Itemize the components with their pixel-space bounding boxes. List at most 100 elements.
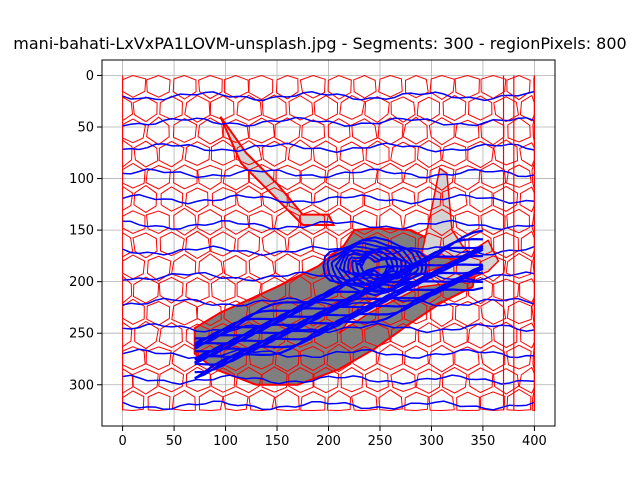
segment-boundary bbox=[519, 278, 535, 304]
segment-boundary bbox=[145, 165, 171, 190]
segment-boundary bbox=[158, 140, 185, 168]
chart-title: mani-bahati-LxVxPA1LOVM-unsplash.jpg - S… bbox=[13, 34, 627, 53]
segment-boundary bbox=[300, 391, 326, 412]
segment-boundary bbox=[493, 232, 520, 259]
segment-boundary bbox=[429, 74, 455, 100]
segment-boundary bbox=[339, 95, 366, 120]
contour-line bbox=[122, 297, 535, 308]
segment-boundary bbox=[248, 74, 274, 101]
segment-boundary bbox=[506, 208, 531, 234]
segment-boundary bbox=[300, 164, 327, 191]
segment-boundary bbox=[402, 116, 428, 145]
y-tick-label: 0 bbox=[86, 69, 94, 84]
segment-boundary bbox=[223, 74, 250, 99]
segment-boundary bbox=[171, 389, 196, 412]
segment-boundary bbox=[122, 254, 146, 280]
segment-boundary bbox=[261, 187, 288, 214]
contour-line bbox=[122, 348, 535, 359]
segment-boundary bbox=[429, 300, 454, 328]
segment-boundary bbox=[158, 276, 184, 304]
segment-boundary bbox=[327, 118, 351, 144]
segment-boundary bbox=[185, 230, 211, 259]
segment-boundary bbox=[122, 346, 146, 371]
segment-boundary bbox=[441, 142, 467, 167]
segment-boundary bbox=[185, 366, 211, 393]
axis-ticks: 0 50 100 150 200 250 300 350 400 0 50 100 150 200 250 3… bbox=[69, 69, 547, 449]
segment-boundary bbox=[158, 322, 183, 348]
segment-boundary bbox=[506, 74, 531, 101]
segment-boundary bbox=[209, 367, 236, 393]
segment-boundary bbox=[520, 230, 535, 258]
segment-boundary bbox=[390, 96, 416, 123]
shoe-contour bbox=[194, 248, 484, 348]
shoe-contour bbox=[194, 246, 484, 350]
segment-boundary bbox=[339, 187, 364, 213]
segment-boundary bbox=[313, 95, 339, 121]
x-tick-label: 350 bbox=[471, 434, 496, 449]
segment-boundary bbox=[147, 391, 171, 412]
segment-boundary bbox=[403, 209, 429, 235]
shoe-contour bbox=[342, 247, 407, 286]
segment-boundary bbox=[261, 276, 287, 303]
x-tick-label: 200 bbox=[316, 434, 341, 449]
segment-boundary bbox=[493, 139, 519, 166]
contour-line bbox=[122, 219, 535, 231]
segment-boundary bbox=[184, 141, 211, 167]
segmented-image bbox=[122, 74, 536, 426]
contour-line bbox=[122, 245, 535, 257]
segment-boundary bbox=[340, 366, 364, 393]
segment-boundary bbox=[312, 140, 339, 169]
segment-boundary bbox=[248, 389, 275, 412]
segment-boundary bbox=[170, 253, 197, 280]
segment-boundary bbox=[352, 162, 378, 190]
segment-boundary bbox=[132, 96, 158, 123]
segment-boundary bbox=[132, 276, 160, 304]
segment-boundary bbox=[122, 390, 145, 412]
segment-boundary bbox=[261, 140, 288, 167]
segment-boundary bbox=[339, 230, 365, 257]
segment-boundary bbox=[480, 208, 506, 236]
segment-boundary bbox=[222, 164, 250, 191]
segment-boundary bbox=[288, 367, 314, 394]
segment-boundary bbox=[327, 74, 352, 100]
segment-boundary bbox=[211, 186, 237, 212]
segment-boundary bbox=[469, 186, 493, 213]
x-tick-label: 300 bbox=[419, 434, 444, 449]
segment-boundary bbox=[299, 345, 326, 372]
x-tick-label: 250 bbox=[368, 434, 393, 449]
shoe-contour bbox=[194, 267, 484, 364]
segment-boundary bbox=[493, 96, 519, 123]
segment-boundary bbox=[299, 74, 326, 99]
segment-boundary bbox=[301, 255, 327, 280]
x-tick-label: 100 bbox=[213, 434, 238, 449]
segment-boundary bbox=[416, 139, 442, 168]
segment-boundary bbox=[390, 141, 416, 168]
x-tick-label: 0 bbox=[118, 434, 126, 449]
segment-boundary bbox=[287, 186, 313, 212]
y-tick-label: 100 bbox=[69, 172, 94, 187]
segment-boundary bbox=[364, 368, 389, 393]
segment-boundary bbox=[326, 343, 352, 373]
segment-boundary bbox=[288, 95, 314, 121]
segment-boundary bbox=[441, 322, 468, 349]
segment-boundary bbox=[467, 322, 493, 349]
segment-boundary bbox=[480, 162, 507, 189]
segment-boundary bbox=[353, 74, 377, 99]
segment-boundary bbox=[236, 276, 262, 302]
segment-boundary bbox=[493, 278, 520, 302]
segment-boundary bbox=[301, 119, 326, 143]
segment-boundary bbox=[171, 300, 198, 326]
segment-boundary bbox=[417, 186, 442, 212]
segment-boundary bbox=[122, 321, 133, 348]
segment-boundary bbox=[390, 368, 416, 393]
segment-boundary bbox=[184, 94, 211, 123]
segment-boundary bbox=[197, 209, 223, 236]
segment-boundary bbox=[312, 231, 339, 257]
segment-boundary bbox=[352, 345, 377, 372]
segment-boundary bbox=[132, 368, 159, 395]
segment-boundary bbox=[430, 208, 455, 237]
segment-boundary bbox=[146, 255, 172, 282]
segment-boundary bbox=[467, 276, 494, 305]
segment-boundary bbox=[172, 74, 197, 100]
shoe-contour bbox=[194, 266, 484, 361]
